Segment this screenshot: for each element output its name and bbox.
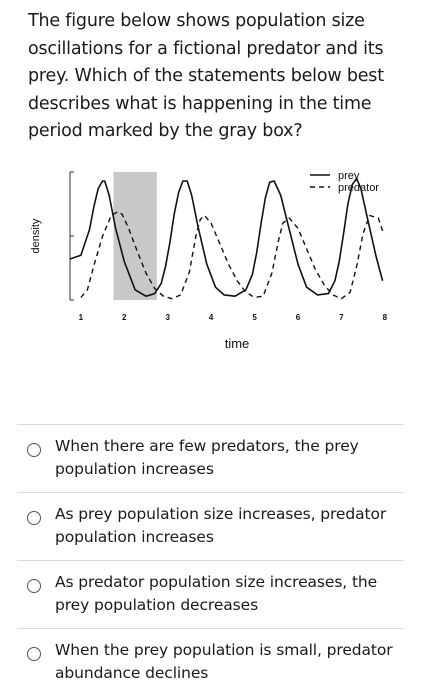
- answer-option-label: As predator population size increases, t…: [55, 573, 378, 614]
- x-tick-label: 3: [165, 313, 170, 322]
- x-tick-label: 8: [383, 313, 388, 322]
- chart-lines: [69, 177, 384, 300]
- answer-option[interactable]: As predator population size increases, t…: [17, 560, 404, 628]
- x-tick-labels: 1 2 3 4 5 6 7 8: [79, 313, 388, 322]
- x-axis-label: time: [225, 336, 250, 351]
- answer-option[interactable]: When there are few predators, the prey p…: [17, 424, 404, 492]
- answer-option-label: When the prey population is small, preda…: [55, 641, 393, 682]
- radio-button[interactable]: [27, 511, 41, 525]
- y-axis-label: density: [30, 218, 42, 253]
- radio-button[interactable]: [27, 443, 41, 457]
- answer-option[interactable]: As prey population size increases, preda…: [17, 492, 404, 560]
- answer-option-label: As prey population size increases, preda…: [55, 505, 387, 546]
- legend-label-predator: predator: [338, 182, 379, 194]
- x-tick-label: 1: [79, 313, 84, 322]
- prey-line: [69, 177, 384, 297]
- predator-line: [80, 211, 384, 300]
- x-tick-label: 7: [339, 313, 344, 322]
- highlight-box: [113, 172, 157, 300]
- radio-button[interactable]: [27, 647, 41, 661]
- x-tick-label: 6: [296, 313, 301, 322]
- answer-option-label: When there are few predators, the prey p…: [55, 437, 359, 478]
- x-tick-label: 5: [252, 313, 257, 322]
- population-chart: density time 1 2 3 4 5 6 7 8 prey predator: [20, 162, 410, 362]
- answer-option[interactable]: When the prey population is small, preda…: [17, 628, 404, 696]
- legend-label-prey: prey: [338, 170, 360, 182]
- x-tick-label: 4: [209, 313, 214, 322]
- question-text: The figure below shows population size o…: [28, 11, 384, 141]
- answer-options: When there are few predators, the prey p…: [17, 424, 404, 696]
- x-tick-label: 2: [122, 313, 127, 322]
- radio-button[interactable]: [27, 579, 41, 593]
